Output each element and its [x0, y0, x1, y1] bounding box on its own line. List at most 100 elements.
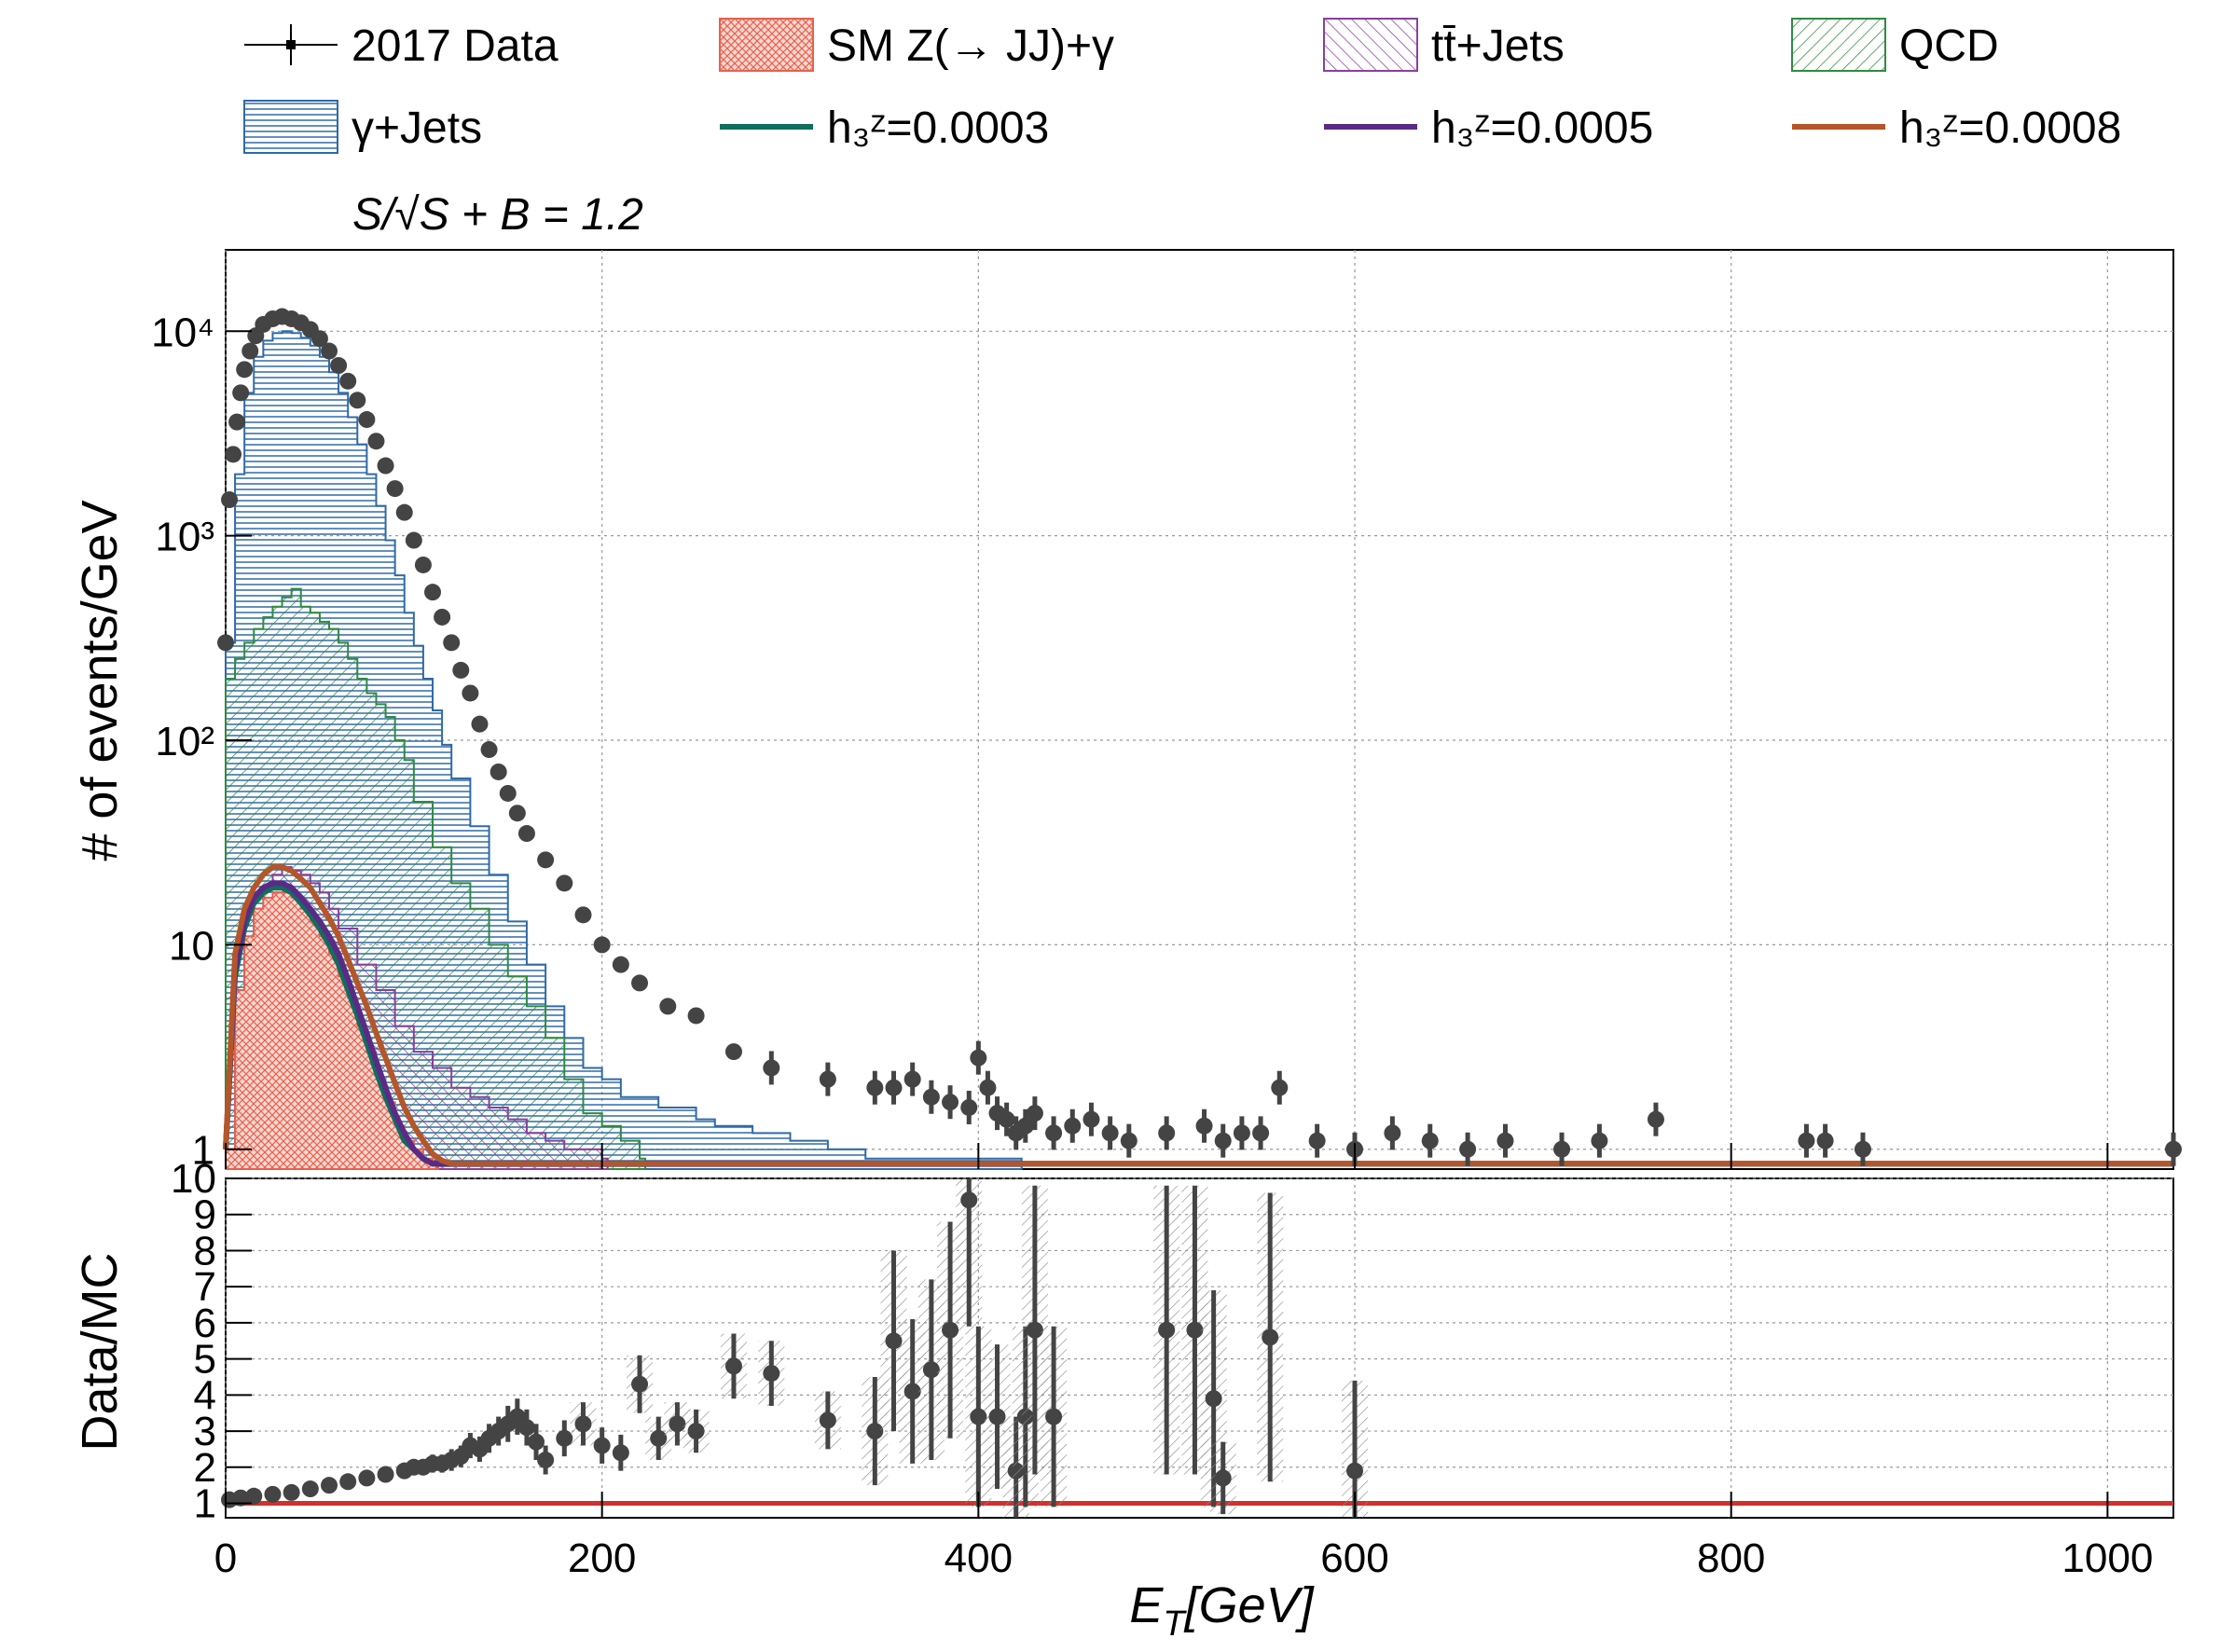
ratio-point [1262, 1328, 1279, 1346]
data-point [471, 715, 489, 733]
ratio-point [471, 1440, 489, 1458]
data-point [979, 1079, 997, 1096]
ratio-point [339, 1473, 357, 1491]
data-point [386, 480, 404, 498]
ratio-point [903, 1383, 921, 1400]
legend: 2017 Data SM Z(→ JJ)+γ tt̄+Jets QCD γ+Jets h₃… [243, 18, 2121, 240]
ratio-point [1158, 1321, 1176, 1339]
signal-line-6 [223, 863, 2173, 1167]
data-point [1252, 1124, 1270, 1142]
x-tick-label: 0 [214, 1535, 237, 1581]
data-point [232, 384, 250, 402]
data-point [339, 372, 357, 390]
ratio-point [556, 1429, 573, 1447]
data-point [462, 684, 479, 702]
data-point [321, 342, 338, 360]
legend-hatch-swatch [243, 100, 338, 154]
data-point [1271, 1079, 1289, 1096]
data-point [1384, 1124, 1401, 1142]
ratio-y-tick-label: 1 [194, 1481, 216, 1527]
data-point [612, 956, 629, 973]
ratio-point [452, 1448, 470, 1466]
legend-label: h₃ᶻ=0.0008 [1899, 103, 2121, 153]
data-point [367, 433, 385, 450]
data-point [310, 330, 328, 348]
data-point [1496, 1132, 1514, 1150]
ratio-point [517, 1419, 535, 1437]
x-tick-label: 400 [945, 1535, 1013, 1581]
legend-label: SM Z(→ JJ)+γ [827, 21, 1114, 71]
data-point [1101, 1124, 1119, 1142]
data-point [452, 661, 470, 679]
data-point [556, 874, 573, 892]
ratio-y-tick-label: 3 [194, 1409, 216, 1454]
ratio-point [537, 1452, 555, 1469]
ratio-point [612, 1444, 629, 1462]
data-point [1195, 1117, 1213, 1135]
data-point [866, 1079, 884, 1096]
data-point [443, 634, 461, 652]
ratio-series [221, 1178, 2173, 1518]
data-point [1214, 1132, 1232, 1150]
data-point [434, 608, 451, 626]
ratio-point [1186, 1321, 1204, 1339]
data-point [998, 1110, 1015, 1128]
data-point [885, 1079, 903, 1096]
data-point [1083, 1110, 1100, 1128]
data-point [537, 851, 555, 869]
significance-text: S/√S + B = 1.2 [352, 190, 643, 240]
data-point [1026, 1105, 1043, 1122]
ratio-point [377, 1466, 394, 1483]
data-point [236, 361, 254, 379]
ratio-point [819, 1411, 836, 1429]
legend-entry-smzg: SM Z(→ JJ)+γ [719, 18, 1114, 72]
data-point [903, 1070, 921, 1088]
data-point [1553, 1140, 1571, 1158]
ratio-point [866, 1423, 884, 1440]
data-point [221, 491, 239, 509]
data-point [1233, 1124, 1250, 1142]
ratio-point [1214, 1469, 1232, 1487]
data-point [763, 1059, 780, 1077]
x-tick-label: 600 [1320, 1535, 1388, 1581]
main-y-ticks: 1 10 10² 10³ 10⁴ [151, 310, 252, 1174]
data-point [414, 556, 432, 573]
ratio-y-tick-label: 10 [171, 1156, 216, 1202]
main-y-tick-label: 1 [192, 1128, 214, 1174]
data-point [241, 342, 259, 360]
legend-label: γ+Jets [352, 103, 482, 153]
ratio-y-tick-label: 4 [194, 1372, 216, 1418]
data-point [574, 906, 592, 924]
data-point [424, 584, 442, 601]
ratio-y-tick-label: 5 [194, 1337, 216, 1383]
legend-entry-data: 2017 Data [244, 21, 558, 71]
y-axis-label: # of events/GeV [72, 500, 128, 860]
ratio-point [321, 1477, 338, 1494]
data-point [395, 503, 413, 521]
ratio-point [942, 1321, 959, 1339]
data-point [1816, 1132, 1834, 1150]
legend-marker [286, 40, 296, 49]
ratio-point [1346, 1462, 1364, 1480]
data-point [1854, 1140, 1871, 1158]
data-point [687, 1007, 705, 1025]
legend-entry-h3_1: h₃ᶻ=0.0003 [720, 103, 1049, 153]
data-point [942, 1094, 959, 1111]
main-grid [225, 250, 2173, 1169]
ratio-point [245, 1487, 263, 1505]
ratio-point [574, 1415, 592, 1433]
data-point [659, 998, 677, 1015]
x-tick-label: 1000 [2062, 1535, 2153, 1581]
ratio-point [528, 1433, 545, 1451]
data-point [922, 1088, 940, 1106]
x-axis-label: ET[GeV] [1129, 1577, 1315, 1644]
data-point [1064, 1117, 1082, 1135]
signal-line-4 [223, 885, 2173, 1167]
data-point [480, 741, 498, 759]
main-series [217, 308, 2182, 1170]
ratio-y-axis-label: Data/MC [72, 1252, 128, 1451]
ratio-y-tick-label: 6 [194, 1301, 216, 1346]
